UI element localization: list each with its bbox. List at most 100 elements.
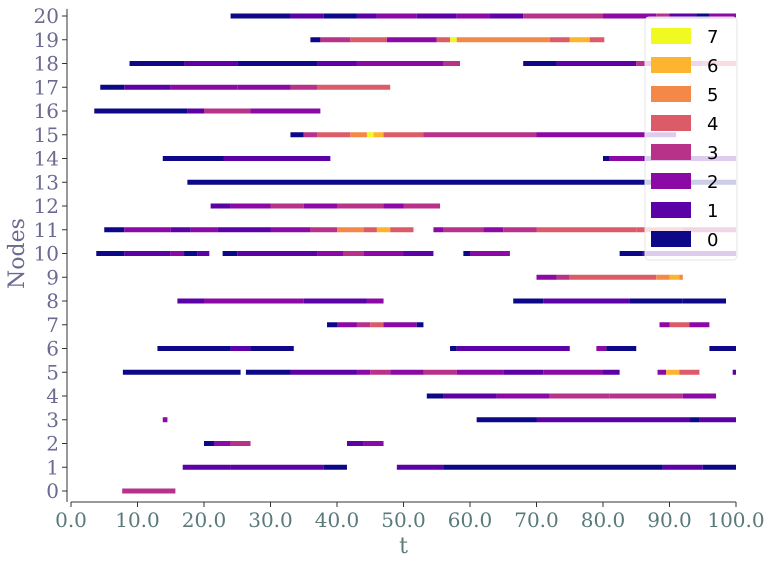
timeline-segment (603, 13, 657, 19)
timeline-segment (170, 227, 191, 233)
timeline-segment (386, 37, 437, 43)
timeline-segment (450, 37, 457, 43)
legend-label: 7 (707, 27, 718, 48)
timeline-segment (709, 346, 736, 351)
timeline-segment (503, 227, 537, 233)
y-tick-label: 2 (46, 432, 59, 456)
timeline-segment (423, 369, 457, 375)
timeline-segment (124, 84, 171, 90)
timeline-segment (390, 227, 414, 233)
timeline-segment (122, 369, 241, 375)
timeline-segment (609, 393, 683, 399)
y-tick-label: 13 (34, 170, 59, 194)
timeline-segment (129, 61, 185, 66)
legend-swatch (651, 231, 691, 247)
timeline-segment (337, 227, 364, 233)
timeline-segment (170, 84, 238, 90)
timeline-segment (656, 13, 670, 19)
timeline-segment (363, 441, 384, 446)
timeline-segment (237, 84, 291, 90)
y-tick-label: 20 (34, 4, 59, 28)
timeline-segment (689, 322, 710, 328)
timeline-segment (470, 251, 510, 256)
legend-label: 2 (707, 172, 718, 193)
y-tick-label: 0 (46, 479, 59, 503)
timeline-segment (356, 322, 371, 328)
timeline-segment (383, 322, 417, 328)
timeline-segment (536, 274, 557, 280)
timeline-segment (619, 251, 643, 256)
timeline-segment (463, 251, 470, 256)
timeline-segment (177, 298, 204, 304)
timeline-segment (197, 251, 210, 256)
timeline-segment (603, 132, 650, 138)
timeline-segment (222, 251, 238, 256)
legend-frame (644, 16, 738, 261)
timeline-segment (702, 464, 736, 470)
timeline-segment (416, 13, 457, 19)
timeline-segment (483, 227, 504, 233)
timeline-segment (456, 13, 490, 19)
timeline-segment (536, 227, 637, 233)
timeline-segment (250, 346, 294, 351)
timeline-segment (732, 369, 736, 375)
timeline-segment (549, 37, 570, 43)
timeline-segment (124, 251, 171, 256)
timeline-segment (383, 203, 404, 209)
timeline-segment (96, 251, 125, 256)
y-tick-label: 14 (34, 147, 59, 171)
timeline-segment (443, 227, 484, 233)
timeline-segment (696, 13, 710, 19)
timeline-segment (523, 13, 603, 19)
timeline-segment (396, 464, 444, 470)
timeline-segment (376, 13, 417, 19)
timeline-segment (184, 61, 238, 66)
timeline-segment (556, 274, 570, 280)
timeline-segment (682, 298, 727, 304)
timeline-segment (689, 417, 700, 423)
timeline-segment (403, 203, 441, 209)
x-tick-label: 60.0 (448, 508, 493, 532)
timeline-segment (669, 274, 680, 280)
y-tick-label: 18 (34, 52, 59, 76)
axes-layer: 0.0 10.0 20.0 30.0 40.0 50.0 60.0 70.0 80.0 90.0 1… (5, 4, 765, 559)
timeline-segment (536, 132, 603, 138)
timeline-segment (376, 227, 391, 233)
timeline-segment (213, 441, 231, 446)
x-tick-label: 30.0 (248, 508, 293, 532)
timeline-segment (100, 84, 125, 90)
timeline-segment (370, 322, 384, 328)
timeline-segment (596, 346, 607, 351)
timeline-segment (350, 37, 387, 43)
timeline-segment (187, 108, 205, 114)
legend-swatch (651, 57, 691, 73)
timeline-segment (503, 369, 544, 375)
timeline-segment (317, 61, 357, 66)
timeline-segment (124, 227, 171, 233)
timeline-segment (370, 369, 391, 375)
timeline-segment (366, 298, 384, 304)
timeline-segment (157, 346, 231, 351)
x-tick-label: 50.0 (381, 508, 426, 532)
x-tick-label: 20.0 (182, 508, 227, 532)
timeline-segment (290, 132, 304, 138)
timeline-segment (682, 393, 717, 399)
timeline-segment (366, 132, 374, 138)
timeline-segment (162, 417, 168, 423)
timeline-segment (320, 37, 351, 43)
y-tick-label: 10 (34, 242, 59, 266)
x-axis-label: t (399, 534, 408, 559)
timeline-segment (363, 251, 404, 256)
timeline-segment (662, 464, 703, 470)
timeline-segment (669, 322, 690, 328)
timeline-segment (356, 61, 444, 66)
y-tick-label: 16 (34, 99, 59, 123)
timeline-segment (230, 346, 251, 351)
y-tick-label: 19 (34, 28, 59, 52)
timeline-segment (476, 417, 537, 423)
y-tick-label: 3 (46, 408, 59, 432)
x-tick-label: 10.0 (115, 508, 160, 532)
legend-label: 5 (707, 85, 718, 106)
timeline-segment (403, 251, 434, 256)
y-tick-label: 1 (46, 455, 59, 479)
